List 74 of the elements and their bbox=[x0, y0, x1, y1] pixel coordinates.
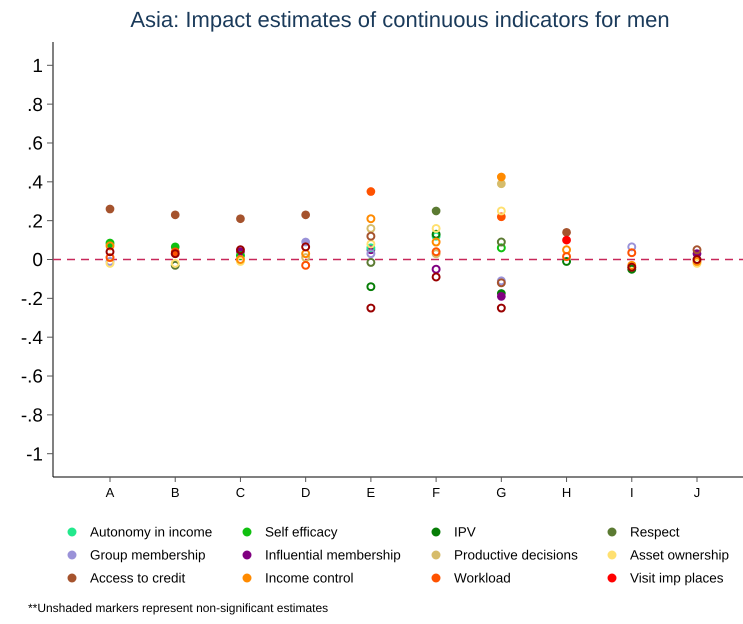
x-tick-label: D bbox=[300, 485, 310, 500]
y-tick-label: 1 bbox=[32, 56, 43, 77]
x-tick-label: G bbox=[496, 485, 506, 500]
point bbox=[562, 256, 572, 266]
y-tick-label: .8 bbox=[27, 94, 43, 116]
x-tick-label: F bbox=[432, 485, 440, 500]
point bbox=[366, 224, 376, 233]
y-tick-label: -.4 bbox=[20, 328, 44, 349]
point bbox=[170, 210, 180, 220]
chart-title: Asia: Impact estimates of continuous indicators for men bbox=[130, 7, 670, 32]
point bbox=[301, 253, 310, 262]
legend-label: Self efficacy bbox=[265, 524, 338, 540]
point bbox=[366, 232, 376, 241]
point bbox=[301, 242, 310, 252]
legend-label: Group membership bbox=[90, 548, 206, 563]
point bbox=[432, 272, 441, 282]
x-tick-label: C bbox=[236, 485, 246, 500]
point bbox=[496, 304, 506, 313]
legend-label: Income control bbox=[265, 570, 354, 586]
point bbox=[562, 236, 571, 244]
point bbox=[106, 247, 114, 256]
point bbox=[432, 224, 441, 233]
text: **Unshaded markers represent non-significant estimates bbox=[28, 601, 328, 615]
legend-label: Workload bbox=[454, 570, 511, 586]
x-tick-label: I bbox=[630, 485, 634, 500]
legend-label: Access to credit bbox=[90, 570, 186, 586]
point bbox=[627, 248, 636, 258]
point bbox=[432, 206, 440, 216]
point bbox=[432, 264, 441, 274]
point bbox=[496, 172, 506, 182]
legend-label: IPV bbox=[454, 524, 476, 540]
legend-label: Asset ownership bbox=[630, 548, 730, 563]
point bbox=[432, 238, 441, 246]
point bbox=[366, 187, 376, 196]
x-tick-label: E bbox=[366, 485, 376, 500]
x-tick-label: A bbox=[106, 485, 115, 500]
point bbox=[366, 304, 376, 313]
point bbox=[627, 242, 636, 252]
point bbox=[301, 210, 310, 220]
point bbox=[496, 292, 506, 301]
y-tick-label: .6 bbox=[27, 134, 43, 155]
point bbox=[366, 239, 376, 248]
point bbox=[496, 206, 506, 216]
point bbox=[562, 228, 571, 237]
point bbox=[106, 253, 114, 262]
y-tick-label: .4 bbox=[27, 172, 44, 194]
legend-label: Influential membership bbox=[265, 548, 401, 563]
point bbox=[301, 260, 310, 270]
point bbox=[366, 249, 376, 258]
point bbox=[236, 214, 245, 224]
y-tick-label: -.8 bbox=[20, 406, 43, 427]
legend-label: Visit imp places bbox=[630, 570, 724, 586]
y-tick-label: -.6 bbox=[20, 366, 43, 388]
point bbox=[301, 249, 310, 258]
point bbox=[366, 214, 376, 224]
y-tick-label: -1 bbox=[26, 444, 43, 466]
point bbox=[236, 251, 245, 260]
point bbox=[692, 245, 702, 254]
legend-label: Productive decisions bbox=[454, 548, 578, 563]
y-tick-label: .2 bbox=[27, 211, 43, 232]
legend-label: Autonomy in income bbox=[90, 524, 212, 540]
x-tick-label: H bbox=[562, 485, 572, 500]
point bbox=[562, 245, 572, 254]
point bbox=[496, 243, 506, 252]
point bbox=[496, 238, 506, 246]
x-tick-label: J bbox=[694, 485, 700, 500]
point bbox=[366, 258, 376, 267]
y-tick-label: 0 bbox=[32, 250, 43, 272]
point bbox=[106, 204, 114, 214]
point bbox=[366, 282, 376, 292]
legend-label: Respect bbox=[630, 524, 680, 540]
point bbox=[562, 252, 572, 262]
x-tick-label: B bbox=[170, 485, 180, 500]
y-tick-label: -.2 bbox=[20, 288, 43, 310]
